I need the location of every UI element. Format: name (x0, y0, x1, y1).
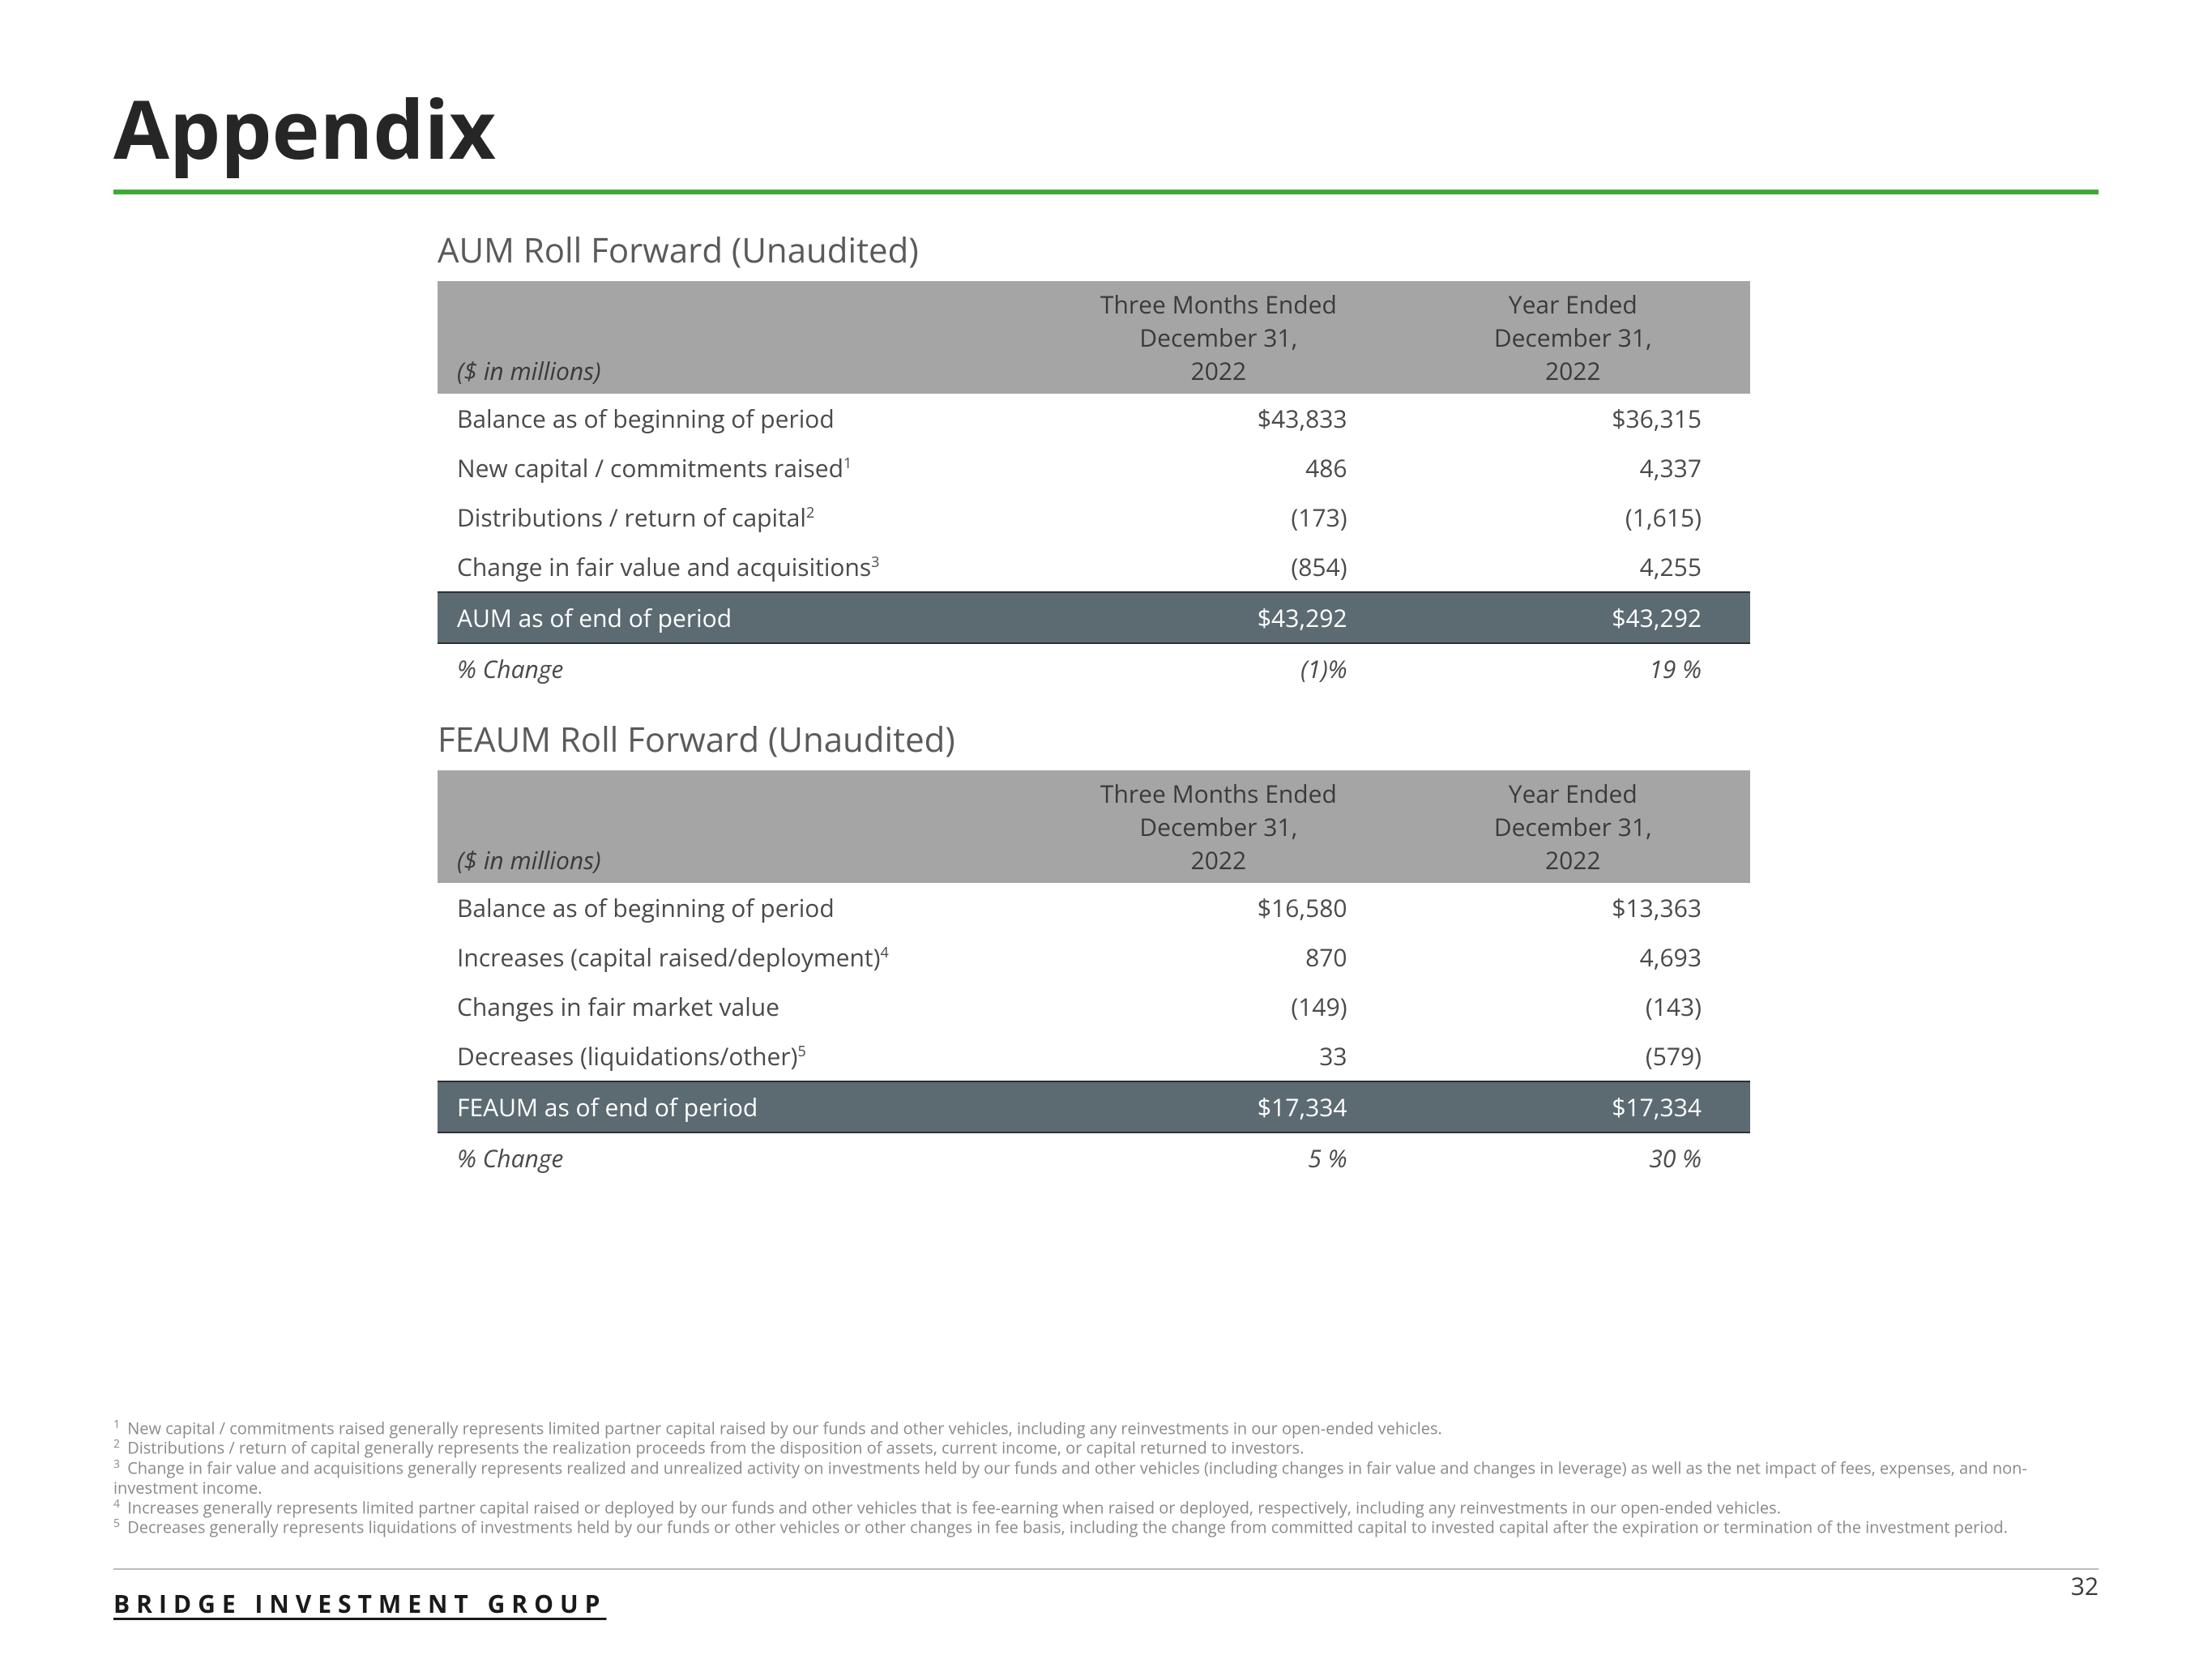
row-v2: 4,255 (1396, 542, 1750, 592)
row-v1: 870 (1041, 932, 1395, 982)
table1-total: AUM as of end of period $43,292 $43,292 (438, 592, 1750, 643)
table-row: Changes in fair market value(149)(143) (438, 982, 1750, 1031)
row-v2: $36,315 (1396, 394, 1750, 443)
table1-col1: Three Months EndedDecember 31,2022 (1041, 281, 1395, 394)
table-row: Distributions / return of capital2(173)(… (438, 493, 1750, 542)
table1-col2: Year EndedDecember 31,2022 (1396, 281, 1750, 394)
row-v2: $13,363 (1396, 883, 1750, 932)
tables-container: AUM Roll Forward (Unaudited) ($ in milli… (438, 227, 1750, 1183)
table1-body: Balance as of beginning of period$43,833… (438, 394, 1750, 592)
page-number: 32 (2071, 1569, 2099, 1602)
feaum-table: ($ in millions) Three Months EndedDecemb… (438, 770, 1750, 1183)
table-row: New capital / commitments raised14864,33… (438, 443, 1750, 493)
row-v1: 33 (1041, 1031, 1395, 1081)
table2-unit-label: ($ in millions) (438, 770, 1041, 883)
table2-header: ($ in millions) Three Months EndedDecemb… (438, 770, 1750, 883)
table2-total-v1: $17,334 (1041, 1081, 1395, 1132)
row-v1: 486 (1041, 443, 1395, 493)
footnote: 1 New capital / commitments raised gener… (113, 1418, 2099, 1439)
table2-total-v2: $17,334 (1396, 1081, 1750, 1132)
table2-total-label: FEAUM as of end of period (438, 1081, 1041, 1132)
row-v2: 4,693 (1396, 932, 1750, 982)
company-name: BRIDGE INVESTMENT GROUP (113, 1587, 607, 1620)
table1-total-v2: $43,292 (1396, 592, 1750, 643)
row-label: Decreases (liquidations/other)5 (438, 1031, 1041, 1081)
page-title: Appendix (113, 73, 2099, 183)
aum-table: ($ in millions) Three Months EndedDecemb… (438, 281, 1750, 693)
table2-change-label: % Change (438, 1132, 1041, 1183)
table2-total: FEAUM as of end of period $17,334 $17,33… (438, 1081, 1750, 1132)
table-row: Balance as of beginning of period$16,580… (438, 883, 1750, 932)
table1-total-v1: $43,292 (1041, 592, 1395, 643)
row-v1: $43,833 (1041, 394, 1395, 443)
table-row: Change in fair value and acquisitions3(8… (438, 542, 1750, 592)
row-v2: (1,615) (1396, 493, 1750, 542)
table-row: Balance as of beginning of period$43,833… (438, 394, 1750, 443)
row-label: Balance as of beginning of period (438, 883, 1041, 932)
row-label: Changes in fair market value (438, 982, 1041, 1031)
row-label: Balance as of beginning of period (438, 394, 1041, 443)
footnote: 4 Increases generally represents limited… (113, 1498, 2099, 1518)
table1-title: AUM Roll Forward (Unaudited) (438, 227, 1750, 273)
table2-body: Balance as of beginning of period$16,580… (438, 883, 1750, 1081)
footnote: 3 Change in fair value and acquisitions … (113, 1458, 2099, 1498)
footnote: 2 Distributions / return of capital gene… (113, 1438, 2099, 1458)
table1-total-label: AUM as of end of period (438, 592, 1041, 643)
table2-change-v2: 30 % (1396, 1132, 1750, 1183)
row-v2: (143) (1396, 982, 1750, 1031)
table1-unit-label: ($ in millions) (438, 281, 1041, 394)
table-row: Decreases (liquidations/other)533(579) (438, 1031, 1750, 1081)
row-label: New capital / commitments raised1 (438, 443, 1041, 493)
table1-change-label: % Change (438, 643, 1041, 693)
table2-change: % Change 5 % 30 % (438, 1132, 1750, 1183)
footnote: 5 Decreases generally represents liquida… (113, 1517, 2099, 1537)
table1-header: ($ in millions) Three Months EndedDecemb… (438, 281, 1750, 394)
row-label: Change in fair value and acquisitions3 (438, 542, 1041, 592)
table-row: Increases (capital raised/deployment)487… (438, 932, 1750, 982)
row-v2: 4,337 (1396, 443, 1750, 493)
table1-change-v1: (1)% (1041, 643, 1395, 693)
slide: Appendix AUM Roll Forward (Unaudited) ($… (0, 0, 2212, 1659)
row-v1: $16,580 (1041, 883, 1395, 932)
table2-title: FEAUM Roll Forward (Unaudited) (438, 716, 1750, 762)
table1-change: % Change (1)% 19 % (438, 643, 1750, 693)
row-label: Distributions / return of capital2 (438, 493, 1041, 542)
row-label: Increases (capital raised/deployment)4 (438, 932, 1041, 982)
table1-change-v2: 19 % (1396, 643, 1750, 693)
footnotes: 1 New capital / commitments raised gener… (113, 1418, 2099, 1537)
row-v1: (854) (1041, 542, 1395, 592)
table2-col1: Three Months EndedDecember 31,2022 (1041, 770, 1395, 883)
table2-col2: Year EndedDecember 31,2022 (1396, 770, 1750, 883)
footer-rule (113, 1568, 2099, 1570)
table2-change-v1: 5 % (1041, 1132, 1395, 1183)
row-v2: (579) (1396, 1031, 1750, 1081)
row-v1: (149) (1041, 982, 1395, 1031)
accent-rule (113, 190, 2099, 194)
row-v1: (173) (1041, 493, 1395, 542)
